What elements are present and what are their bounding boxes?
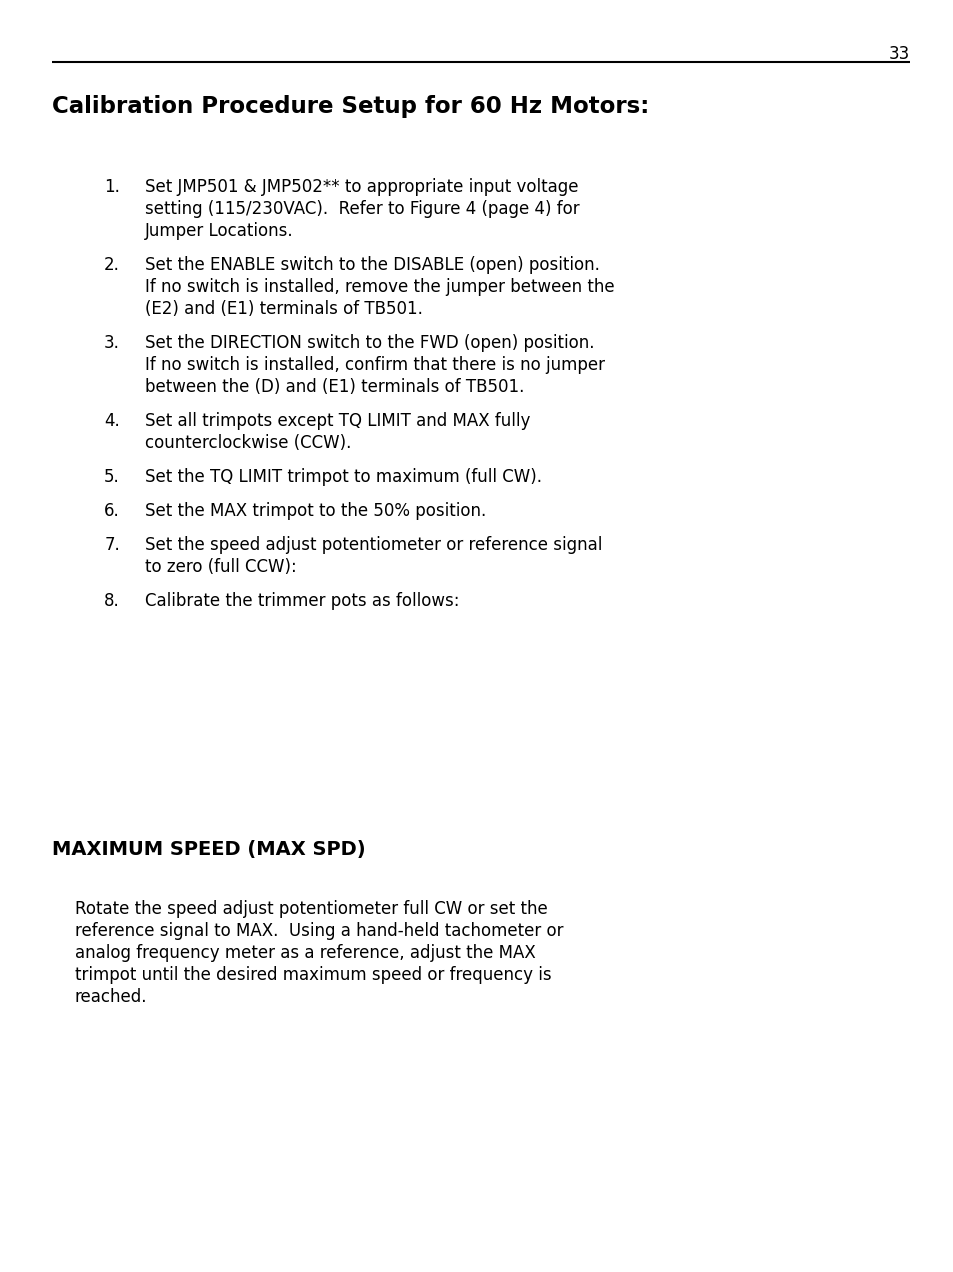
Text: Set the TQ LIMIT trimpot to maximum (full CW).: Set the TQ LIMIT trimpot to maximum (ful… [145, 468, 541, 486]
Text: 1.: 1. [104, 178, 120, 196]
Text: Set the speed adjust potentiometer or reference signal: Set the speed adjust potentiometer or re… [145, 536, 601, 555]
Text: 5.: 5. [104, 468, 120, 486]
Text: Calibrate the trimmer pots as follows:: Calibrate the trimmer pots as follows: [145, 591, 459, 611]
Text: 6.: 6. [104, 502, 120, 520]
Text: Set the DIRECTION switch to the FWD (open) position.: Set the DIRECTION switch to the FWD (ope… [145, 335, 594, 352]
Text: 7.: 7. [104, 536, 120, 555]
Text: MAXIMUM SPEED (MAX SPD): MAXIMUM SPEED (MAX SPD) [52, 840, 365, 859]
Text: Set JMP501 & JMP502** to appropriate input voltage: Set JMP501 & JMP502** to appropriate inp… [145, 178, 578, 196]
Text: trimpot until the desired maximum speed or frequency is: trimpot until the desired maximum speed … [75, 965, 551, 985]
Text: Set the ENABLE switch to the DISABLE (open) position.: Set the ENABLE switch to the DISABLE (op… [145, 256, 599, 273]
Text: Set the MAX trimpot to the 50% position.: Set the MAX trimpot to the 50% position. [145, 502, 486, 520]
Text: reference signal to MAX.  Using a hand-held tachometer or: reference signal to MAX. Using a hand-he… [75, 922, 563, 940]
Text: If no switch is installed, confirm that there is no jumper: If no switch is installed, confirm that … [145, 356, 604, 374]
Text: 8.: 8. [104, 591, 120, 611]
Text: to zero (full CCW):: to zero (full CCW): [145, 558, 296, 576]
Text: Calibration Procedure Setup for 60 Hz Motors:: Calibration Procedure Setup for 60 Hz Mo… [52, 95, 649, 118]
Text: reached.: reached. [75, 988, 148, 1006]
Text: Jumper Locations.: Jumper Locations. [145, 223, 294, 240]
Text: (E2) and (E1) terminals of TB501.: (E2) and (E1) terminals of TB501. [145, 300, 422, 318]
Text: between the (D) and (E1) terminals of TB501.: between the (D) and (E1) terminals of TB… [145, 378, 524, 396]
Text: Set all trimpots except TQ LIMIT and MAX fully: Set all trimpots except TQ LIMIT and MAX… [145, 412, 530, 430]
Text: 4.: 4. [104, 412, 120, 430]
Text: 2.: 2. [104, 256, 120, 273]
Text: analog frequency meter as a reference, adjust the MAX: analog frequency meter as a reference, a… [75, 944, 536, 962]
Text: 3.: 3. [104, 335, 120, 352]
Text: Rotate the speed adjust potentiometer full CW or set the: Rotate the speed adjust potentiometer fu… [75, 901, 547, 918]
Text: If no switch is installed, remove the jumper between the: If no switch is installed, remove the ju… [145, 279, 614, 296]
Text: counterclockwise (CCW).: counterclockwise (CCW). [145, 434, 351, 452]
Text: 33: 33 [888, 45, 909, 64]
Text: setting (115/230VAC).  Refer to Figure 4 (page 4) for: setting (115/230VAC). Refer to Figure 4 … [145, 200, 579, 218]
